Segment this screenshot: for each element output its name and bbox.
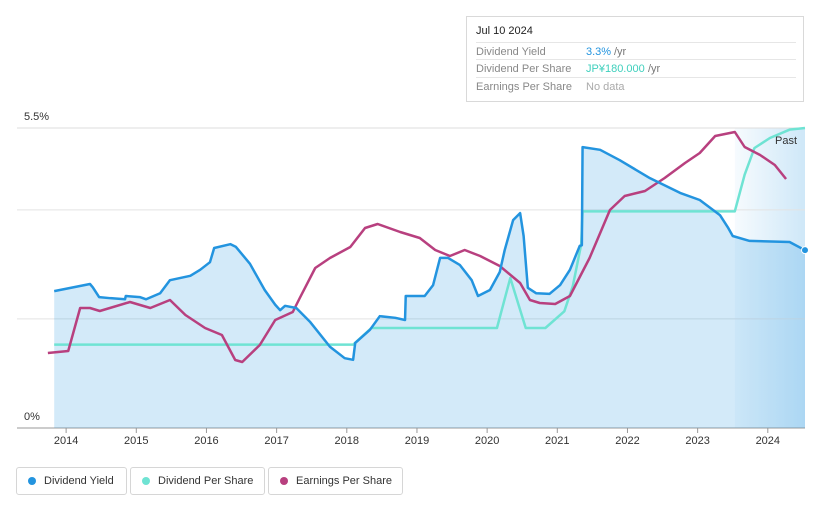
chart: Past 0% 5.5% 2014 2015 2016 2017 2018 2019 2020 20… xyxy=(17,111,809,447)
legend-swatch xyxy=(28,477,36,485)
y-tick-label: 0% xyxy=(24,411,40,423)
legend-swatch xyxy=(142,477,150,485)
legend-label: Dividend Yield xyxy=(44,475,114,487)
line xyxy=(54,126,806,346)
tooltip-unit: /yr xyxy=(648,63,661,75)
x-tick-label: 2024 xyxy=(756,435,780,447)
tooltip-row: Dividend Yield 3.3% /yr xyxy=(476,42,796,60)
legend-item[interactable]: Dividend Yield xyxy=(16,467,127,495)
x-tick-label: 2018 xyxy=(335,435,359,447)
legend-swatch xyxy=(280,477,288,485)
tooltip-row: Dividend Per Share JP¥180.000 /yr xyxy=(476,59,796,77)
x-tick-label: 2021 xyxy=(545,435,569,447)
line xyxy=(47,130,788,364)
tooltip-label: Dividend Per Share xyxy=(476,63,572,75)
legend-item[interactable]: Earnings Per Share xyxy=(268,467,403,495)
x-tick-label: 2020 xyxy=(475,435,499,447)
legend-item[interactable]: Dividend Per Share xyxy=(130,467,265,495)
x-tick-label: 2016 xyxy=(194,435,218,447)
past-label: Past xyxy=(775,135,797,147)
y-tick-label: 5.5% xyxy=(24,111,49,123)
x-tick-label: 2022 xyxy=(615,435,639,447)
tooltip: Jul 10 2024 Dividend Yield 3.3% /yr Divi… xyxy=(466,16,804,102)
x-tick-label: 2015 xyxy=(124,435,148,447)
x-tick-label: 2014 xyxy=(54,435,78,447)
tooltip-label: Earnings Per Share xyxy=(476,81,572,93)
legend-label: Dividend Per Share xyxy=(158,475,254,487)
x-tick-label: 2019 xyxy=(405,435,429,447)
x-tick-label: 2023 xyxy=(685,435,709,447)
tooltip-value: No data xyxy=(586,81,625,93)
tooltip-value: 3.3% xyxy=(586,46,612,58)
tooltip-label: Dividend Yield xyxy=(476,46,546,58)
tooltip-value: JP¥180.000 xyxy=(586,63,645,75)
line xyxy=(53,145,806,362)
past-region xyxy=(734,128,805,428)
legend-label: Earnings Per Share xyxy=(296,475,392,487)
x-tick-label: 2017 xyxy=(264,435,288,447)
area xyxy=(54,147,805,428)
end-point xyxy=(801,246,809,255)
tooltip-date: Jul 10 2024 xyxy=(476,25,533,37)
tooltip-row: Earnings Per Share No data xyxy=(476,77,796,95)
tooltip-unit: /yr xyxy=(614,46,627,58)
